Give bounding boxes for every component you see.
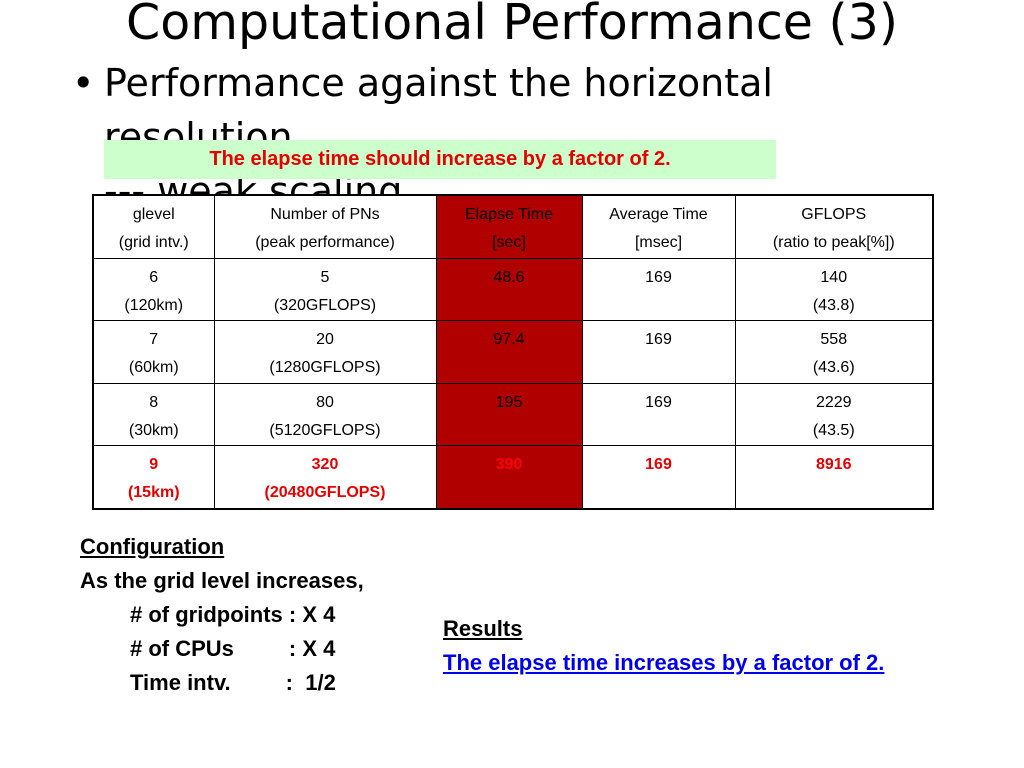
cell-gflops: 558 (43.6) bbox=[734, 320, 934, 384]
cell-glevel: 9 (15km) bbox=[92, 445, 215, 510]
cell-glevel: 7 (60km) bbox=[92, 320, 215, 384]
table-row: 7 (60km) 20 (1280GFLOPS) 97.4 169 558 (43.6… bbox=[92, 320, 934, 384]
results-link[interactable]: The elapse time increases by a factor of… bbox=[443, 650, 885, 675]
cell-elapse-time: 48.6 bbox=[435, 257, 583, 322]
cell-pns: 320 (20480GFLOPS) bbox=[213, 445, 437, 510]
bullet-line-1: Performance against the horizontal bbox=[104, 61, 773, 105]
callout-note: The elapse time should increase by a fac… bbox=[104, 140, 776, 179]
cell-gflops: 140 (43.8) bbox=[734, 257, 934, 322]
header-pns: Number of PNs (peak performance) bbox=[213, 194, 437, 259]
cell-elapse-time: 195 bbox=[435, 382, 583, 447]
cell-pns: 20 (1280GFLOPS) bbox=[213, 320, 437, 384]
configuration-item: Time intv. : 1/2 bbox=[130, 670, 336, 695]
results-block: Results The elapse time increases by a f… bbox=[443, 612, 884, 680]
table-row-highlighted: 9 (15km) 320 (20480GFLOPS) 390 169 8916 bbox=[92, 445, 934, 510]
cell-average-time: 169 bbox=[581, 382, 736, 447]
cell-glevel: 6 (120km) bbox=[92, 257, 215, 322]
bullet-dot: • bbox=[72, 61, 95, 105]
table-header-row: glevel (grid intv.) Number of PNs (peak pe… bbox=[92, 194, 934, 259]
configuration-block: Configuration As the grid level increase… bbox=[80, 530, 364, 700]
cell-average-time: 169 bbox=[581, 445, 736, 510]
configuration-item: # of CPUs : X 4 bbox=[130, 636, 336, 661]
header-average-time: Average Time [msec] bbox=[581, 194, 736, 259]
cell-average-time: 169 bbox=[581, 257, 736, 322]
cell-elapse-time: 390 bbox=[435, 445, 583, 510]
cell-gflops: 2229 (43.5) bbox=[734, 382, 934, 447]
cell-gflops: 8916 bbox=[734, 445, 934, 510]
header-gflops: GFLOPS (ratio to peak[%]) bbox=[734, 194, 934, 259]
cell-elapse-time: 97.4 bbox=[435, 320, 583, 384]
configuration-heading: Configuration bbox=[80, 534, 225, 559]
configuration-item: # of gridpoints : X 4 bbox=[130, 602, 336, 627]
cell-average-time: 169 bbox=[581, 320, 736, 384]
configuration-intro: As the grid level increases, bbox=[80, 568, 364, 593]
header-elapse-time: Elapse Time [sec] bbox=[435, 194, 583, 259]
table-row: 6 (120km) 5 (320GFLOPS) 48.6 169 140 (43.8) bbox=[92, 257, 934, 322]
cell-pns: 80 (5120GFLOPS) bbox=[213, 382, 437, 447]
header-glevel: glevel (grid intv.) bbox=[92, 194, 215, 259]
cell-pns: 5 (320GFLOPS) bbox=[213, 257, 437, 322]
table-row: 8 (30km) 80 (5120GFLOPS) 195 169 2229 (43.5… bbox=[92, 382, 934, 447]
performance-table: glevel (grid intv.) Number of PNs (peak pe… bbox=[92, 194, 934, 510]
results-heading: Results bbox=[443, 616, 523, 641]
slide-title: Computational Performance (3) bbox=[126, 0, 898, 51]
cell-glevel: 8 (30km) bbox=[92, 382, 215, 447]
